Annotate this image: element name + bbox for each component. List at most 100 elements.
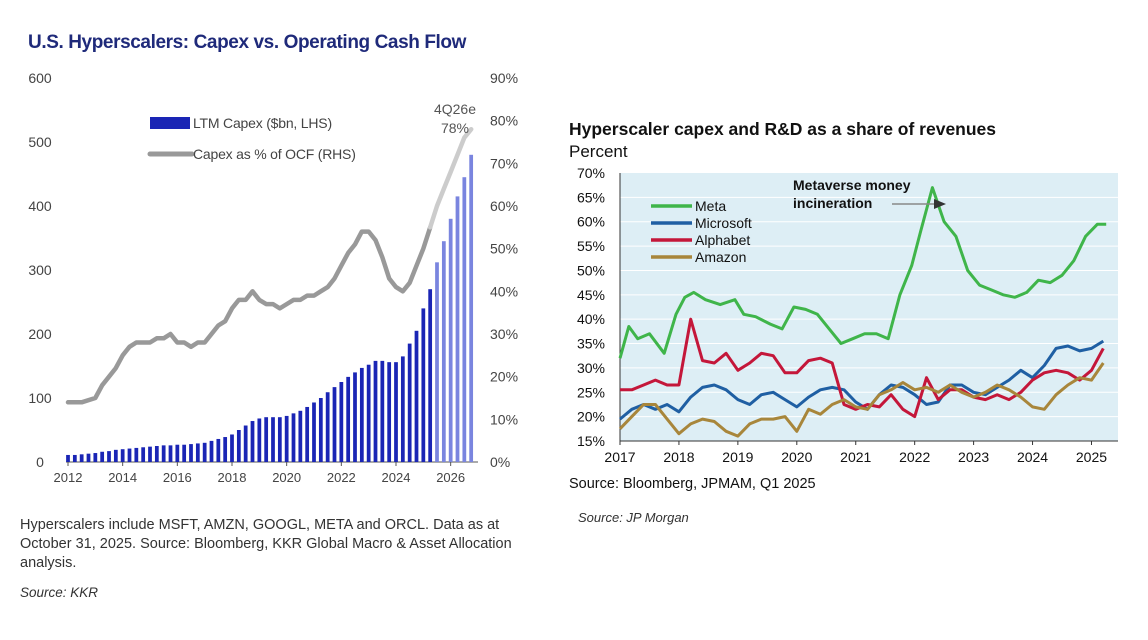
right-chart-title: Hyperscaler capex and R&D as a share of … [569,119,997,139]
capex-bar [448,218,453,462]
legend-label-meta: Meta [695,198,726,214]
capex-ocf-line-forecast [427,126,474,230]
capex-bar [161,445,166,462]
right-chart-x-tick-label: 2020 [781,449,812,465]
right-chart-y-tick-label: 55% [577,238,605,254]
right-chart-y-tick-label: 25% [577,384,605,400]
capex-bar [168,445,173,462]
right-chart-x-tick-label: 2019 [722,449,753,465]
left-chart-title: U.S. Hyperscalers: Capex vs. Operating C… [28,32,467,53]
right-y-tick-label: 90% [490,70,518,86]
right-chart-y-tick-label: 20% [577,409,605,425]
plot-background [620,173,1118,441]
capex-bar [243,425,248,462]
capex-bar [195,443,200,462]
x-tick-label: 2026 [436,470,465,485]
capex-bar [154,446,159,462]
right-chart-x-tick-label: 2021 [840,449,871,465]
right-chart-x-tick-label: 2022 [899,449,930,465]
capex-bar [332,387,337,462]
x-tick-label: 2022 [327,470,356,485]
capex-bar [312,402,316,462]
capex-bar [264,417,269,462]
left-y-tick-label: 300 [28,262,52,278]
left-y-tick-label: 500 [28,134,52,150]
capex-bar [353,372,357,462]
right-chart-y-tick-label: 40% [577,311,605,327]
left-y-tick-label: 200 [28,326,52,342]
capex-bar [284,415,289,462]
right-chart-y-tick-label: 60% [577,214,605,230]
right-chart-y-tick-label: 50% [577,262,605,278]
right-y-tick-label: 70% [490,155,518,171]
capex-bar [86,453,91,462]
capex-bar [127,448,132,462]
right-chart-source: Source: JP Morgan [578,510,689,525]
legend-label-microsoft: Microsoft [695,215,752,231]
capex-bar [421,308,426,462]
right-y-tick-label: 80% [490,113,518,129]
right-chart-y-tick-label: 35% [577,336,605,352]
metaverse-annotation-line1: Metaverse money [793,177,911,193]
capex-bar [346,376,351,462]
right-chart-x-tick-label: 2025 [1076,449,1107,465]
right-chart-x-tick-label: 2018 [663,449,694,465]
left-y-tick-label: 100 [28,390,52,406]
series-line-amazon [618,362,1105,438]
capex-bar [93,453,98,462]
legend-line-label: Capex as % of OCF (RHS) [193,146,356,162]
capex-bar [325,392,330,462]
capex-bar [387,362,392,462]
capex-bar [462,177,467,462]
x-tick-label: 2012 [54,470,83,485]
capex-bar [257,418,262,462]
legend-label-alphabet: Alphabet [695,232,750,248]
legend-bar-swatch [150,117,190,129]
capex-bar [291,413,296,462]
capex-bar [277,417,282,462]
metaverse-annotation-line2: incineration [793,195,872,211]
capex-bar [141,447,146,462]
right-chart-x-tick-label: 2017 [604,449,635,465]
capex-bar [66,454,70,462]
forecast-annotation-value: 78% [441,120,469,136]
right-chart-x-tick-label: 2024 [1017,449,1048,465]
capex-bar [216,438,221,462]
left-y-tick-label: 400 [28,198,52,214]
capex-bar [318,398,323,462]
capex-bar [236,430,241,462]
capex-bar [394,362,398,462]
capex-bar [72,454,77,462]
capex-bar [407,343,412,462]
right-y-tick-label: 40% [490,283,518,299]
capex-bar [305,406,310,462]
x-tick-label: 2016 [163,470,192,485]
legend-label-amazon: Amazon [695,249,746,265]
capex-bar [79,454,84,462]
capex-ocf-line [65,225,433,405]
capex-bar [250,421,255,462]
x-tick-label: 2024 [382,470,411,485]
left-y-tick-label: 0 [36,454,44,470]
right-chart-subtitle: Percent [569,142,628,161]
capex-bar [298,410,303,462]
right-y-tick-label: 0% [490,454,510,470]
capex-bar [230,434,234,462]
right-y-tick-label: 20% [490,369,518,385]
capex-bar [339,382,344,462]
left-chart-note: Hyperscalers include MSFT, AMZN, GOOGL, … [20,517,512,571]
capex-bar [414,330,419,462]
capex-bar [380,360,385,462]
left-y-tick-label: 600 [28,70,52,86]
series-line-meta [618,186,1107,359]
capex-bar [366,364,371,462]
capex-bar [182,444,187,462]
right-y-tick-label: 50% [490,241,518,257]
forecast-annotation-label: 4Q26e [434,101,476,117]
left-chart-source: Source: KKR [20,585,99,600]
capex-bar [148,446,152,462]
capex-bar [271,417,275,462]
capex-bar [175,444,180,462]
capex-bar [400,356,405,462]
capex-bar [428,289,433,462]
